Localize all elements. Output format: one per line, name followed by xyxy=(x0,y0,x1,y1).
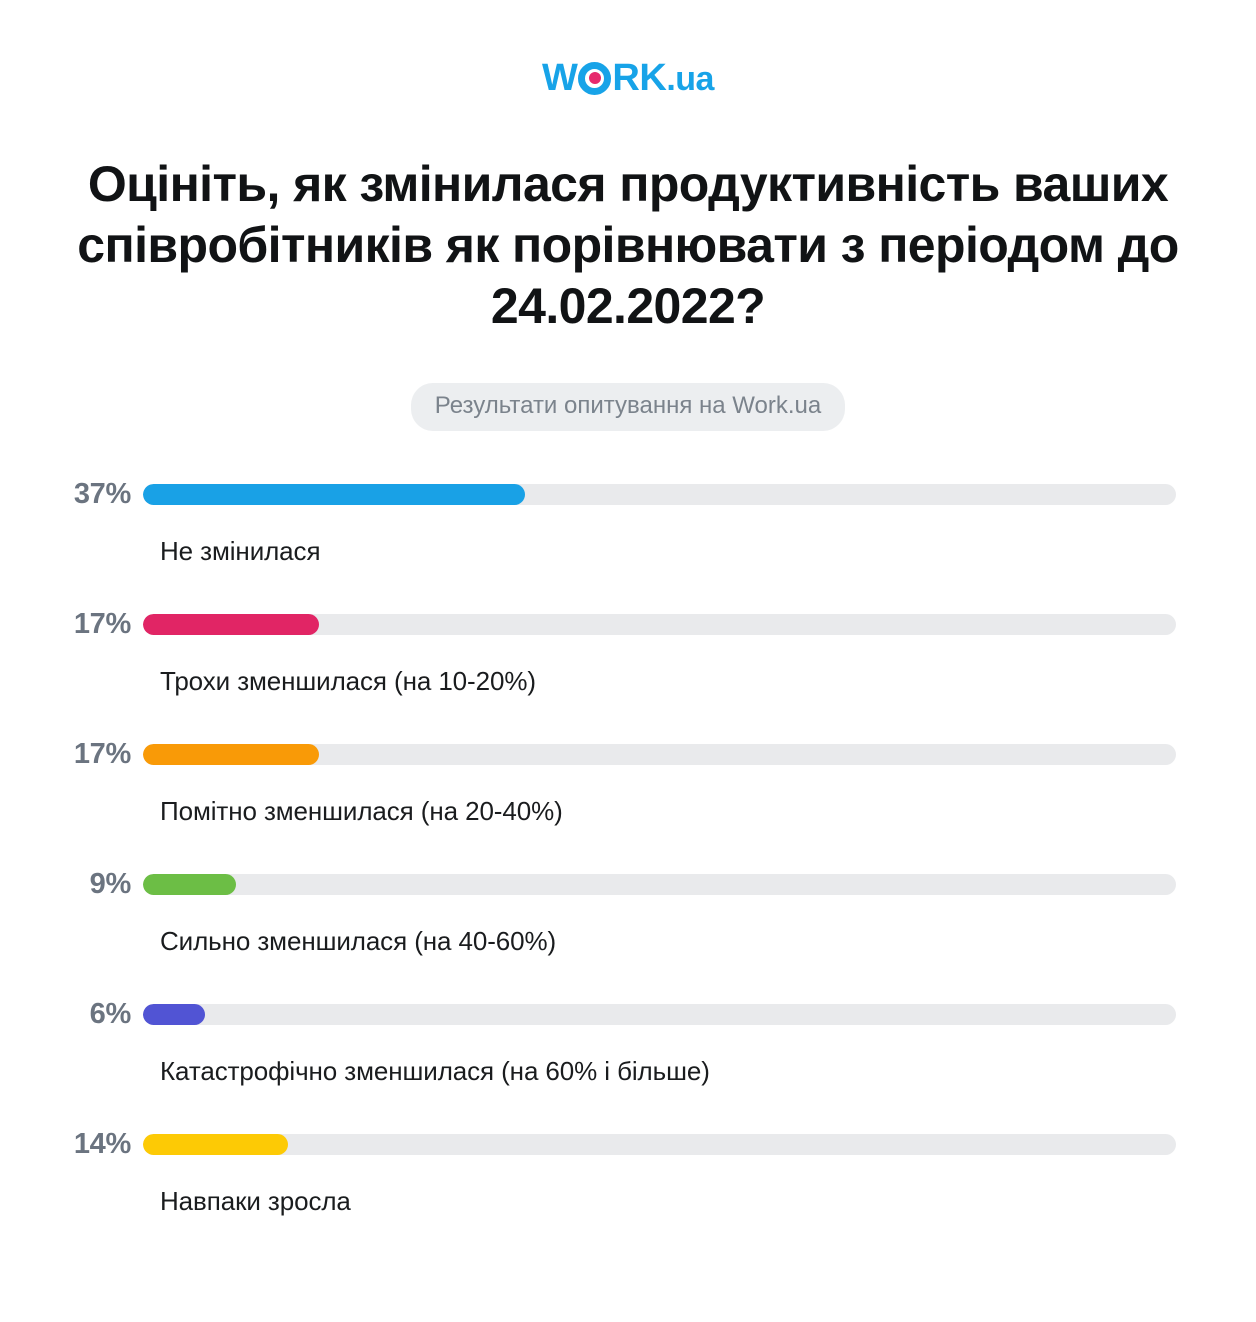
bar-percent-label: 14% xyxy=(73,1127,131,1160)
bar-fill xyxy=(143,873,236,895)
brand-logo: W RK .ua xyxy=(0,0,1256,100)
bar-fill xyxy=(143,1003,205,1025)
chart-row: 6% Катастрофічно зменшилася (на 60% і бі… xyxy=(0,997,1188,1129)
bar-category-label: Трохи зменшилася (на 10-20%) xyxy=(160,666,536,696)
bar-fill xyxy=(143,1133,288,1155)
bar-percent-label: 17% xyxy=(73,737,131,770)
bar-percent-label: 6% xyxy=(89,997,132,1030)
poll-results-chart: 37% Не змінилася 17% Трохи зменшилася (н… xyxy=(0,477,1256,1249)
bar-track xyxy=(143,743,1176,765)
bar-line: 17% xyxy=(0,607,1188,640)
logo-suffix: .ua xyxy=(666,60,714,98)
chart-row: 17% Трохи зменшилася (на 10-20%) xyxy=(0,607,1188,739)
bar-category-label: Навпаки зросла xyxy=(160,1186,351,1216)
logo-letter-w: W xyxy=(542,57,578,99)
bar-line: 37% xyxy=(0,477,1188,510)
bar-category-label: Помітно зменшилася (на 20-40%) xyxy=(160,796,563,826)
bar-percent-label: 37% xyxy=(73,477,131,510)
subtitle-container: Результати опитування на Work.ua xyxy=(0,383,1256,431)
bar-fill xyxy=(143,613,319,635)
bar-track xyxy=(143,1003,1176,1025)
bar-percent-label: 17% xyxy=(73,607,131,640)
work-ua-logo: W RK .ua xyxy=(542,59,714,97)
chart-row: 9% Сильно зменшилася (на 40-60%) xyxy=(0,867,1188,999)
bar-track xyxy=(143,483,1176,505)
logo-text: W RK xyxy=(542,57,667,99)
bar-percent-label: 9% xyxy=(89,867,132,900)
bar-track xyxy=(143,613,1176,635)
ring-dot-o-icon xyxy=(578,61,612,95)
bar-track xyxy=(143,873,1176,895)
bar-fill xyxy=(143,743,319,765)
bar-line: 9% xyxy=(0,867,1188,900)
survey-source-badge: Результати опитування на Work.ua xyxy=(410,383,846,431)
bar-line: 14% xyxy=(0,1127,1188,1160)
logo-o-ring xyxy=(578,61,612,95)
chart-row: 17% Помітно зменшилася (на 20-40%) xyxy=(0,737,1188,869)
page-title: Оцініть, як змінилася продуктивність ваш… xyxy=(77,156,1179,334)
bar-line: 17% xyxy=(0,737,1188,770)
chart-row: 37% Не змінилася xyxy=(0,477,1188,609)
bar-category-label: Не змінилася xyxy=(160,536,321,566)
logo-letters-rk: RK xyxy=(612,57,667,99)
logo-o-dot xyxy=(588,72,601,84)
bar-line: 6% xyxy=(0,997,1188,1030)
chart-row: 14% Навпаки зросла xyxy=(0,1127,1188,1249)
bar-category-label: Катастрофічно зменшилася (на 60% і більш… xyxy=(160,1056,710,1086)
bar-track xyxy=(143,1133,1176,1155)
bar-category-label: Сильно зменшилася (на 40-60%) xyxy=(160,926,557,956)
bar-fill xyxy=(143,483,526,505)
